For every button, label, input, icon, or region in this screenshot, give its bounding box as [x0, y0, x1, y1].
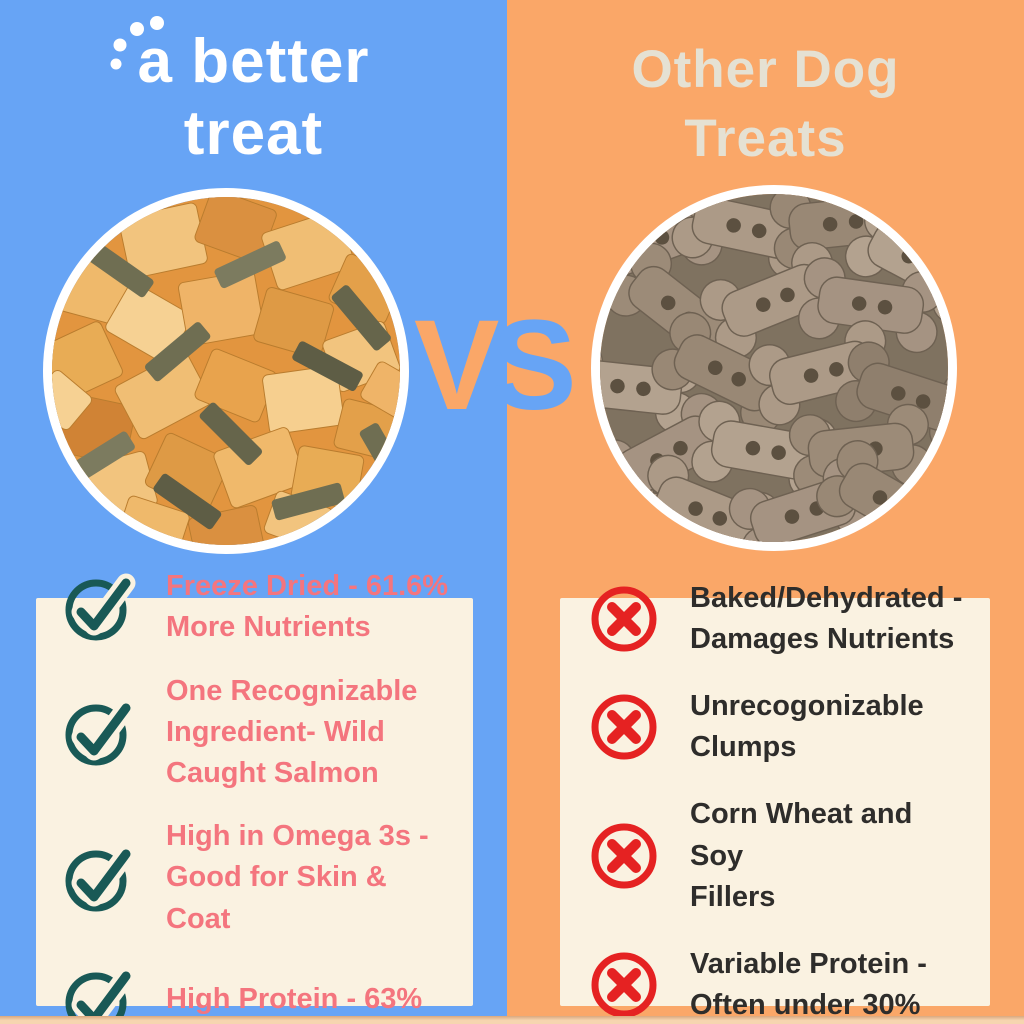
benefit-item: Freeze Dried - 61.6% More Nutrients	[62, 566, 455, 648]
brand-header: a better treat	[0, 16, 507, 170]
vs-letter-s: S	[491, 294, 576, 437]
drawback-item: Variable Protein - Often under 30%	[586, 944, 972, 1024]
x-circle-icon	[591, 823, 657, 889]
check-circle-icon	[65, 698, 136, 766]
paw-print-icon	[110, 16, 164, 70]
next-slide-edge	[0, 1016, 1024, 1024]
benefits-panel: Freeze Dried - 61.6% More Nutrients One …	[36, 570, 473, 1024]
check-circle-icon	[65, 966, 136, 1024]
drawback-item: Corn Wheat and Soy Fillers	[586, 794, 972, 918]
vs-letter-v: V	[414, 294, 499, 437]
salmon-treats-photo	[43, 188, 409, 554]
benefit-item: High Protein - 63%	[62, 962, 455, 1024]
competitor-header-line2: Treats	[684, 108, 847, 168]
check-circle-icon	[65, 844, 136, 912]
drawback-item: Baked/Dehydrated - Damages Nutrients	[586, 578, 972, 660]
benefit-text: One Recognizable Ingredient- Wild Caught…	[166, 674, 418, 789]
benefit-item: High in Omega 3s - Good for Skin & Coat	[62, 816, 455, 940]
benefit-text: Freeze Dried - 61.6% More Nutrients	[166, 570, 449, 644]
drawback-text: Unrecogonizable Clumps	[690, 690, 924, 764]
drawback-text: Baked/Dehydrated - Damages Nutrients	[690, 581, 963, 655]
competitor-side: Other Dog Treats	[507, 0, 1024, 1024]
benefit-text: High Protein - 63%	[166, 983, 423, 1016]
bone-biscuits-illustration	[600, 194, 948, 542]
check-circle-icon	[65, 573, 136, 641]
competitor-header: Other Dog Treats	[507, 36, 1024, 174]
bone-biscuits-photo	[591, 185, 957, 551]
salmon-chunks-illustration	[52, 197, 400, 545]
drawback-item: Unrecogonizable Clumps	[586, 686, 972, 768]
drawback-text: Variable Protein - Often under 30%	[690, 947, 927, 1022]
brand-name-line2: treat	[183, 98, 324, 168]
x-circle-icon	[591, 952, 657, 1018]
drawbacks-panel: Baked/Dehydrated - Damages Nutrients Unr…	[560, 582, 990, 1021]
vs-label: V S	[414, 294, 577, 437]
drawback-text: Corn Wheat and Soy Fillers	[690, 798, 913, 913]
benefit-text: High in Omega 3s - Good for Skin & Coat	[166, 820, 429, 935]
brand-name-line1: a better	[137, 27, 370, 96]
benefit-item: One Recognizable Ingredient- Wild Caught…	[62, 671, 455, 795]
x-circle-icon	[591, 694, 657, 760]
x-circle-icon	[591, 586, 657, 652]
brand-side: a better treat	[0, 0, 507, 1024]
competitor-header-line1: Other Dog	[631, 40, 900, 99]
